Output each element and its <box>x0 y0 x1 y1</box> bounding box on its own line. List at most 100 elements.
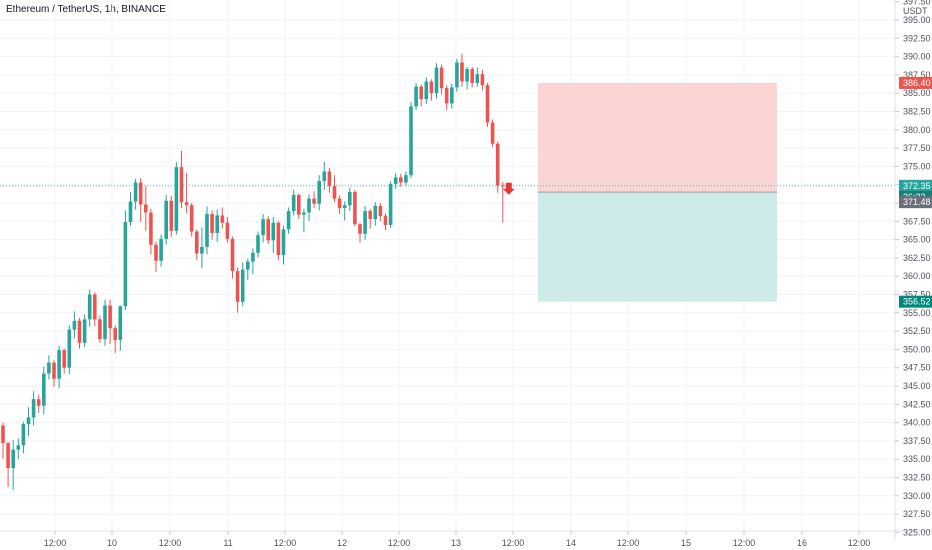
candle <box>434 63 439 100</box>
price-tick-label: 340.00 <box>903 418 931 428</box>
candle <box>480 69 485 91</box>
candle <box>444 85 449 111</box>
price-tick-label: 352.50 <box>903 326 931 336</box>
candle <box>419 84 423 107</box>
candle-body <box>251 252 255 262</box>
current-price-flag-bg <box>899 179 932 192</box>
candle-body <box>16 445 21 450</box>
candle-body <box>82 319 87 343</box>
candle-body <box>225 222 230 239</box>
candle-body <box>444 88 449 104</box>
candle-body <box>6 443 10 468</box>
candle <box>460 53 464 87</box>
candle-body <box>240 269 245 302</box>
price-tick-label: 365.00 <box>903 235 931 245</box>
price-tick-label: 325.00 <box>903 527 931 537</box>
stop-loss-zone[interactable] <box>538 82 777 193</box>
candle-body <box>419 86 423 100</box>
candle-body <box>455 62 459 88</box>
candle <box>144 186 148 231</box>
candle <box>286 207 291 234</box>
time-tick-label: 10 <box>107 538 117 548</box>
candle <box>414 82 418 111</box>
target-price-flag-bg <box>899 295 932 308</box>
candle-body <box>200 246 204 254</box>
candle <box>373 202 378 226</box>
candle-body <box>485 85 490 123</box>
candle-body <box>210 213 214 234</box>
price-tick-label: 342.50 <box>903 399 931 409</box>
candle <box>184 172 189 214</box>
price-axis[interactable]: 397.50 395.00 392.50 390.00 387.50 385.00 382.… <box>895 0 932 537</box>
candle-body <box>327 171 332 187</box>
candle-body <box>409 106 413 176</box>
candle-body <box>465 69 469 82</box>
candle-body <box>230 238 235 272</box>
time-axis[interactable]: 12:00 10 12:00 11 12:00 12 12:00 13 12:00 14 12:00… <box>44 531 871 548</box>
candle <box>87 289 92 327</box>
candle <box>235 267 240 313</box>
time-tick-label: 11 <box>223 538 232 548</box>
chart-overlay <box>0 182 895 195</box>
candle <box>388 181 393 228</box>
target-price-flag-text: 356.52 <box>903 297 931 307</box>
candle <box>225 216 230 243</box>
candle-body <box>128 201 133 223</box>
time-tick-label: 12:00 <box>502 538 525 548</box>
candle-body <box>195 231 199 254</box>
take-profit-zone[interactable] <box>538 192 777 302</box>
candle <box>138 178 143 223</box>
price-tick-label: 367.50 <box>903 216 931 226</box>
candle <box>108 299 112 345</box>
sell-signal-arrow-icon <box>502 182 515 195</box>
time-tick-label: 12:00 <box>44 538 67 548</box>
candle-body <box>98 319 102 340</box>
candle <box>378 203 383 222</box>
time-tick-label: 14 <box>566 538 576 548</box>
candle <box>16 438 21 460</box>
price-tick-label: 347.50 <box>903 363 931 373</box>
time-tick-label: 12:00 <box>388 538 411 548</box>
candle <box>31 391 36 426</box>
position-zones <box>538 82 777 302</box>
time-tick-label: 12:00 <box>159 538 182 548</box>
price-tick-label: 395.00 <box>903 15 931 25</box>
time-tick-label: 12:00 <box>733 538 756 548</box>
candle <box>11 440 15 490</box>
candle-body <box>113 328 117 340</box>
candle-body <box>470 69 474 83</box>
candle <box>220 207 225 229</box>
candle <box>200 227 204 269</box>
candle-body <box>368 211 372 220</box>
candle <box>154 241 158 272</box>
candle-body <box>307 198 311 213</box>
candle <box>368 208 372 229</box>
candle <box>103 299 107 346</box>
candle-body <box>179 167 184 203</box>
candle-body <box>1 425 5 444</box>
entry-price-flag: 371.48 <box>899 196 932 209</box>
candle-body <box>439 67 444 89</box>
candle <box>47 355 51 380</box>
price-tick-label: 392.50 <box>903 33 931 43</box>
candle-body <box>388 183 393 225</box>
candle-body <box>276 222 281 255</box>
candle <box>6 441 10 488</box>
candle-body <box>261 219 265 236</box>
candle-body <box>404 175 408 183</box>
candle-body <box>297 194 301 215</box>
candle <box>164 194 168 245</box>
candle-body <box>118 306 123 340</box>
entry-price-flag-bg <box>899 196 932 209</box>
candle-body <box>67 329 72 368</box>
candle <box>465 66 469 90</box>
candle <box>52 360 56 387</box>
candle <box>169 195 174 237</box>
candle <box>409 101 413 179</box>
candle-body <box>52 362 56 379</box>
candle <box>205 206 209 255</box>
candle <box>501 181 505 223</box>
candle-body <box>271 222 276 241</box>
entry-price-flag-text: 371.48 <box>903 197 931 207</box>
